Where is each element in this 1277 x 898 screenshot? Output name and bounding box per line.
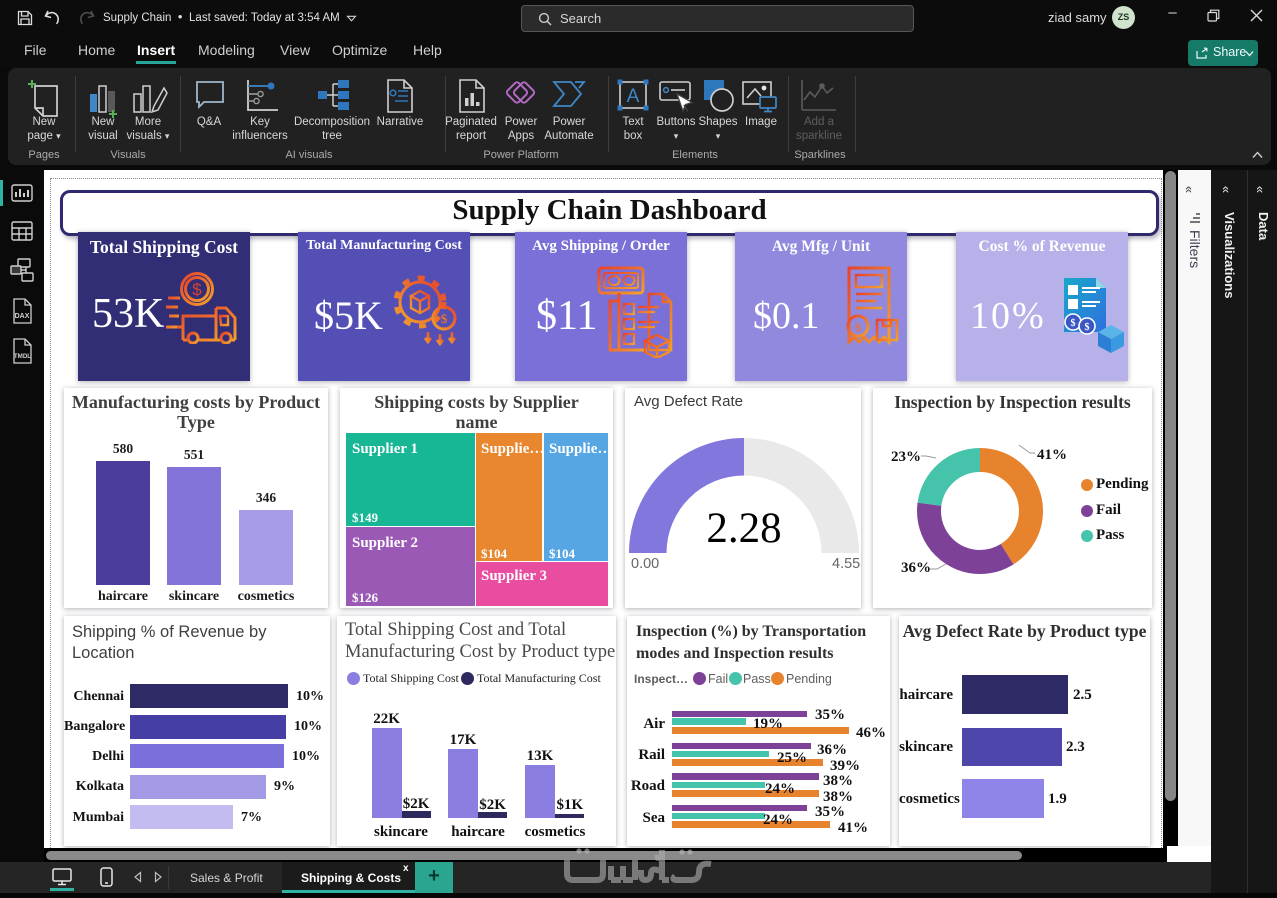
svg-text:$: $ [855, 320, 861, 334]
svg-text:$: $ [1085, 322, 1090, 333]
svg-text:$: $ [1071, 318, 1076, 329]
svg-text:DAX: DAX [15, 313, 30, 320]
svg-text:$: $ [192, 280, 202, 299]
svg-text:$: $ [441, 311, 448, 326]
svg-text:TMDL: TMDL [14, 353, 31, 360]
svg-text:A: A [627, 86, 640, 107]
